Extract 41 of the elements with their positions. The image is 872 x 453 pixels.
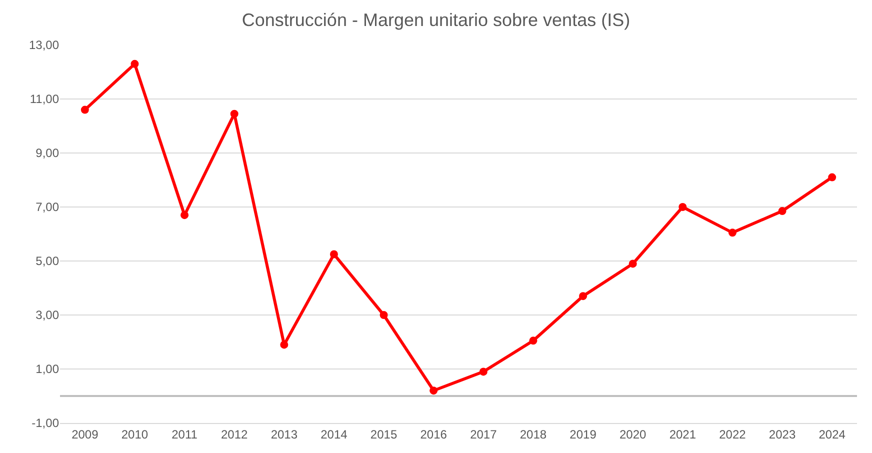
y-tick-label: 1,00: [36, 362, 60, 376]
point: [778, 207, 786, 216]
x-tick-label: 2019: [570, 427, 597, 442]
x-tick-label: 2018: [520, 427, 547, 442]
x-tick-label: 2020: [619, 427, 647, 442]
x-tick-label: 2015: [370, 427, 398, 442]
x-tick-label: 2023: [768, 427, 796, 442]
y-tick-label: 9,00: [36, 146, 60, 160]
x-tick-label: 2014: [320, 427, 348, 442]
point: [828, 173, 836, 182]
point: [479, 368, 488, 376]
x-tick-label: 2021: [669, 427, 696, 442]
x-tick-label: 2012: [220, 427, 248, 442]
point: [579, 292, 588, 300]
point: [180, 211, 189, 220]
point: [380, 311, 388, 319]
y-tick-label: 5,00: [36, 254, 60, 268]
x-tick-label: 2022: [719, 427, 746, 442]
point: [529, 336, 538, 345]
x-tick-label: 2013: [270, 427, 298, 442]
x-tick-label: 2016: [420, 427, 448, 442]
point: [130, 60, 139, 68]
point: [728, 228, 736, 237]
point: [678, 203, 687, 211]
x-tick-label: 2017: [470, 427, 498, 442]
y-tick-label: 3,00: [36, 308, 60, 322]
y-tick-label: 11,00: [30, 92, 60, 106]
point: [80, 106, 89, 114]
y-tick-label: 13,00: [28, 38, 60, 52]
point: [430, 386, 438, 395]
chart-title: Construcción - Margen unitario sobre ventas (IS): [242, 10, 630, 30]
x-tick-label: 2011: [172, 427, 198, 442]
point: [230, 110, 238, 118]
y-tick-label: 7,00: [36, 200, 60, 214]
point: [330, 250, 338, 258]
point: [280, 340, 288, 349]
x-tick-label: 2024: [818, 427, 846, 442]
x-tick-label: 2009: [72, 427, 99, 442]
x-tick-label: 2010: [121, 427, 148, 442]
y-tick-label: -1,00: [32, 416, 60, 430]
point: [628, 260, 637, 268]
